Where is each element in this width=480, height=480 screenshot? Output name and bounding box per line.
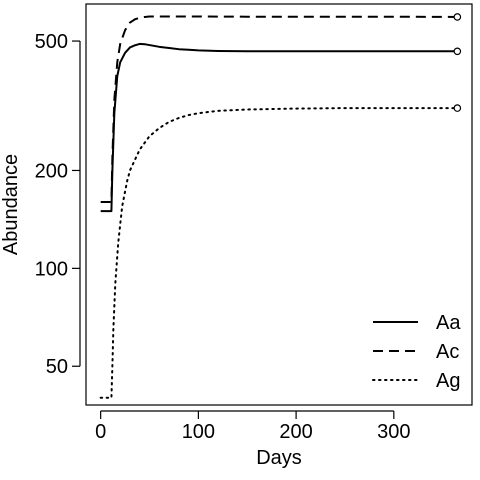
y-tick-label-2: 200 (35, 160, 68, 182)
y-tick-label-1: 100 (35, 258, 68, 280)
series-line-aa (100, 42, 458, 213)
legend-label-ac: Ac (436, 341, 459, 363)
legend-label-aa: Aa (436, 312, 461, 334)
x-axis-label: Days (256, 447, 302, 469)
x-tick-label-0: 0 (95, 421, 106, 443)
plot-border (85, 3, 473, 406)
series-end-marker-ac (453, 13, 462, 21)
legend-label-ag: Ag (436, 370, 460, 392)
x-tick-label-1: 100 (182, 421, 215, 443)
x-tick-label-2: 200 (279, 421, 312, 443)
x-tick-label-3: 300 (377, 421, 410, 443)
series-line-ag (99, 107, 459, 399)
x-axis: 0 100 200 300 (95, 410, 411, 443)
y-tick-label-3: 500 (35, 31, 68, 53)
y-axis-label: Abundance (0, 154, 22, 255)
legend: Aa Ac Ag (372, 312, 461, 392)
series-end-marker-aa (453, 47, 462, 56)
series-end-marker-ag (453, 104, 462, 112)
series-line-ac (100, 15, 458, 203)
plot-frame-layer (85, 3, 473, 406)
y-axis: 50 100 200 500 (35, 31, 81, 378)
series-layer (99, 13, 462, 399)
y-tick-label-0: 50 (46, 356, 68, 378)
